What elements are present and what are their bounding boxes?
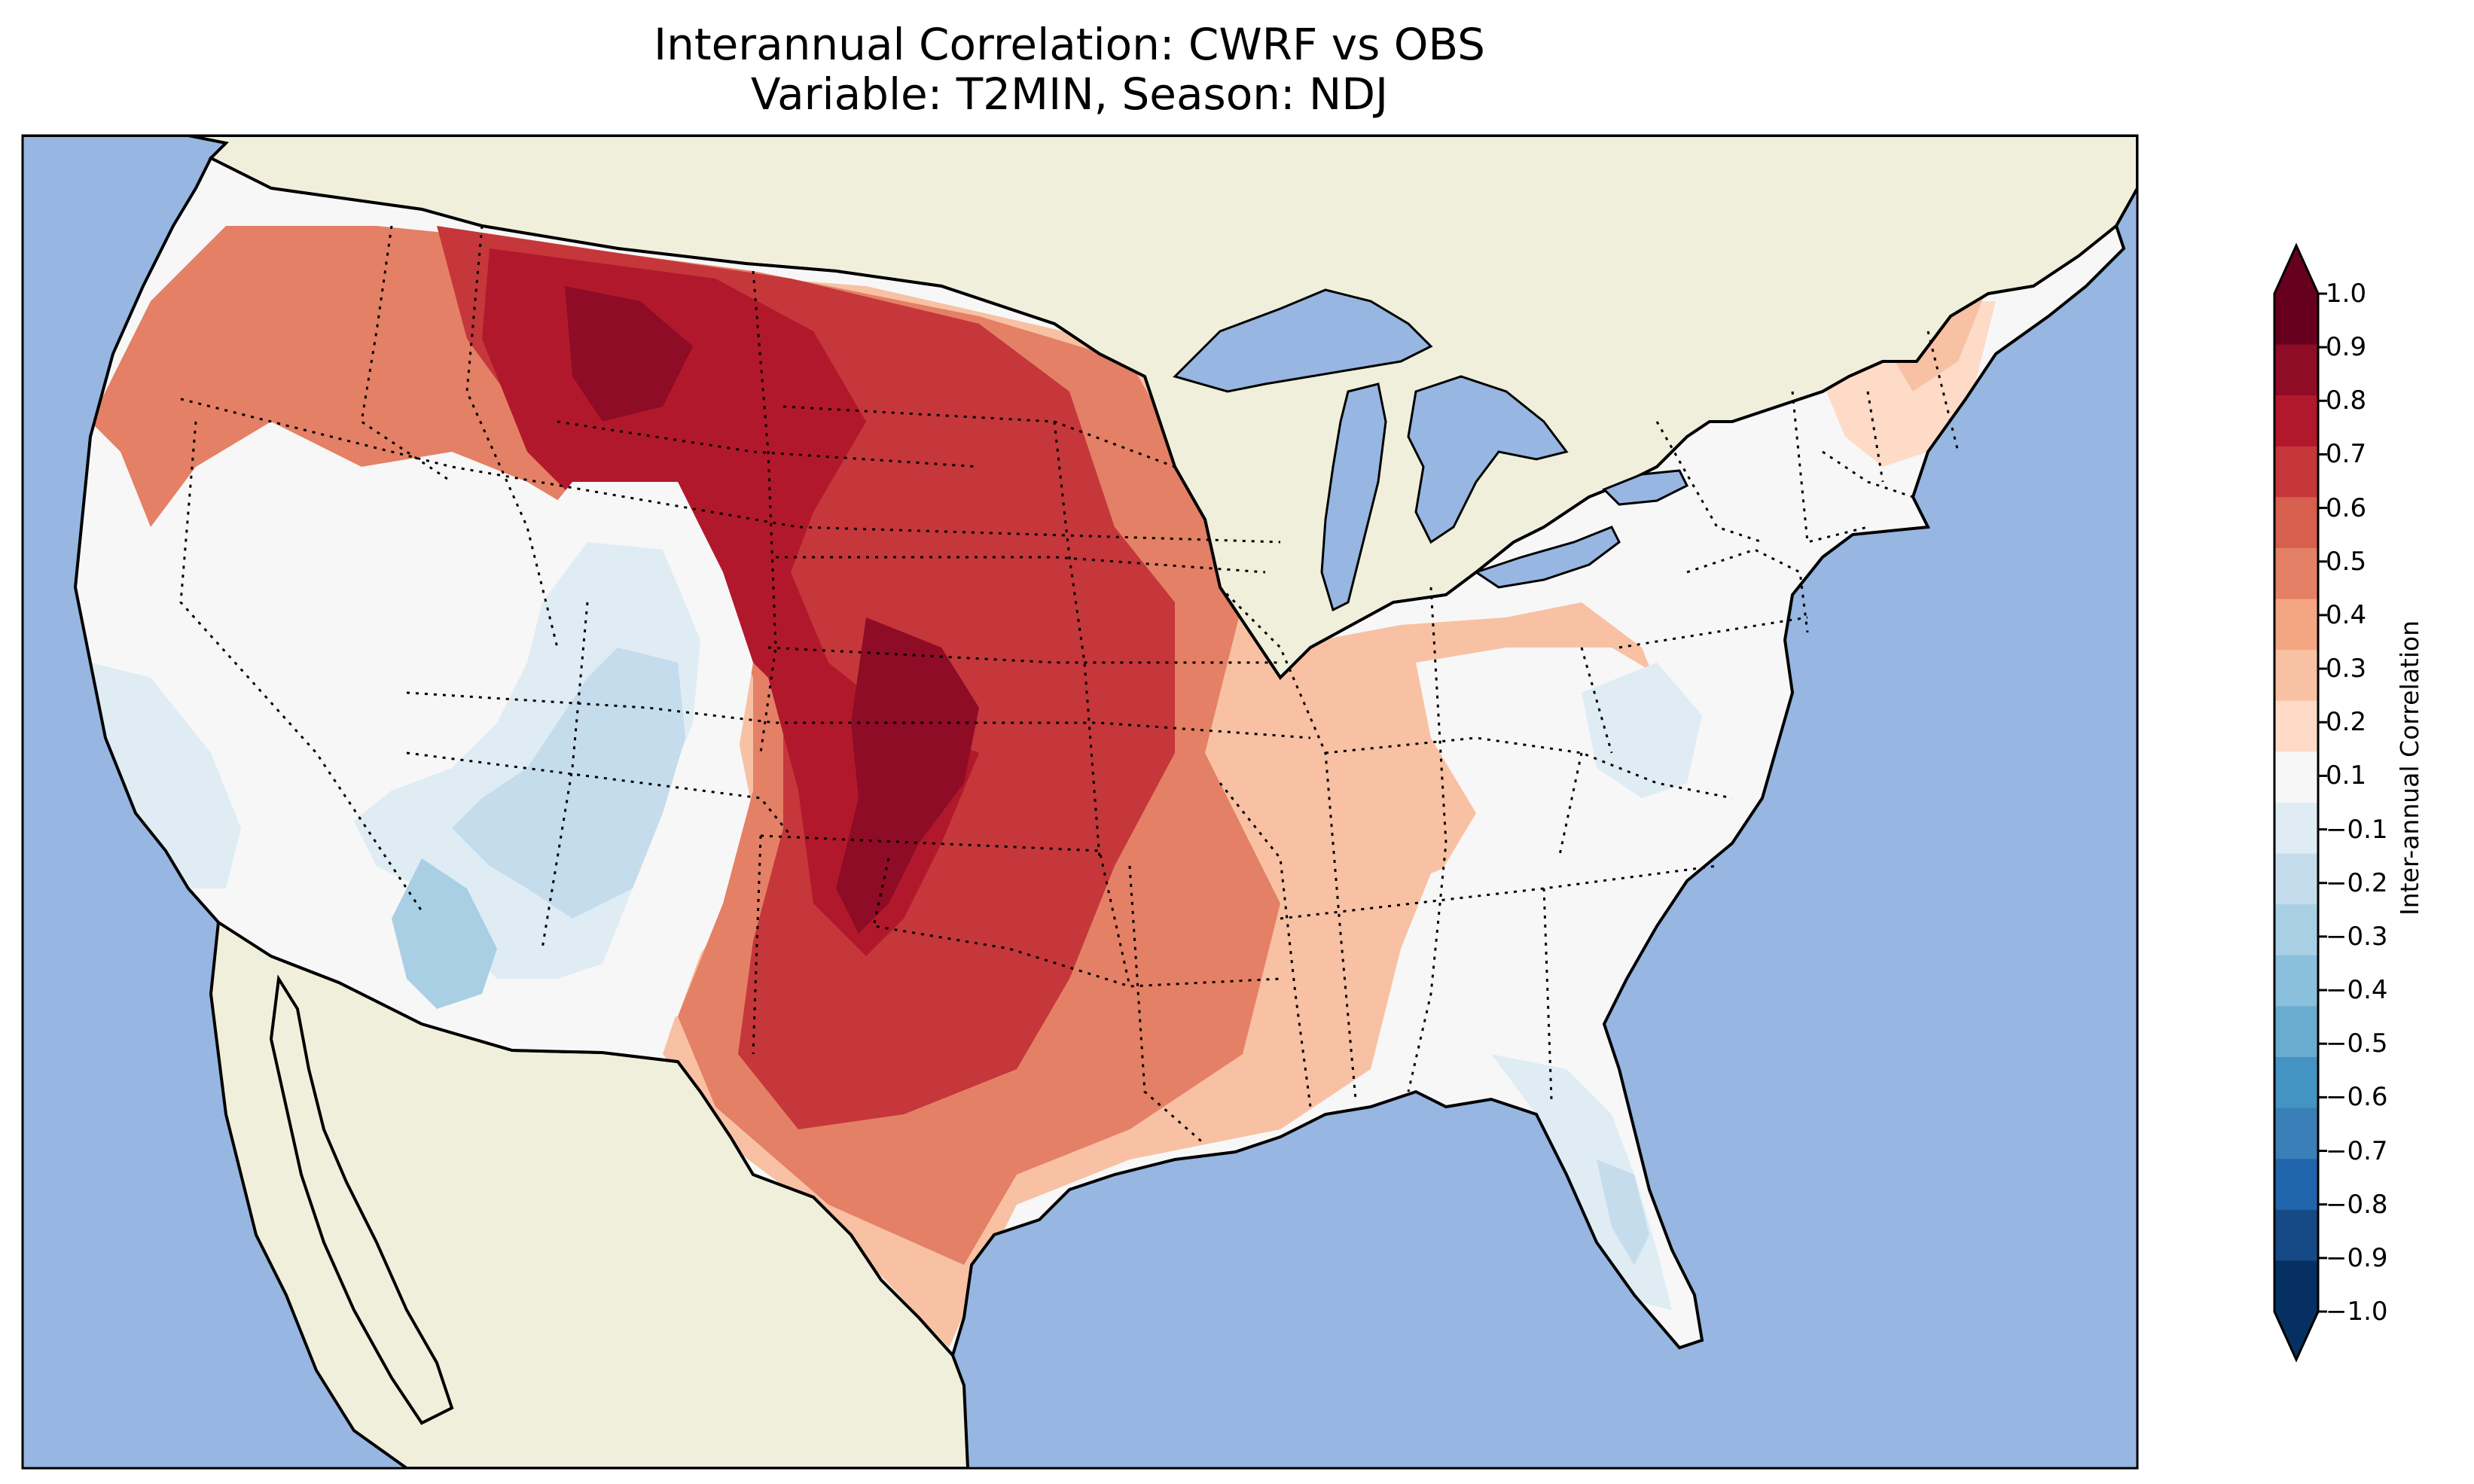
colorbar-swatch — [2274, 344, 2318, 396]
colorbar-swatch — [2274, 446, 2318, 498]
state-boundary — [1219, 782, 1312, 1108]
colorbar-swatch — [2274, 395, 2318, 447]
colorbar-tick-label: 0.3 — [2326, 654, 2367, 684]
colorbar-tick-label: −0.1 — [2326, 814, 2388, 845]
state-boundary — [1407, 587, 1447, 1092]
colorbar-tick-label: 1.0 — [2326, 279, 2367, 309]
colorbar-swatch — [2274, 803, 2318, 855]
great-lakes — [1173, 288, 1689, 612]
colorbar-tick-label: −1.0 — [2326, 1297, 2388, 1327]
colorbar-extend-min — [2274, 1312, 2318, 1360]
colorbar-tick-label: 0.9 — [2326, 332, 2367, 363]
colorbar-tick-label: −0.3 — [2326, 921, 2388, 952]
state-boundary — [179, 421, 423, 912]
colorbar-tick-label: −0.4 — [2326, 975, 2388, 1006]
colorbar-tick-label: −0.5 — [2326, 1028, 2388, 1059]
lake-huron — [1407, 375, 1569, 544]
state-boundary — [872, 858, 1281, 988]
colorbar-swatch — [2274, 853, 2318, 905]
lake-superior — [1173, 288, 1433, 393]
colorbar-tick-label: 0.7 — [2326, 439, 2367, 470]
colorbar-tick-label: 0.4 — [2326, 599, 2367, 630]
colorbar-tick-label: 0.6 — [2326, 492, 2367, 523]
contour-region — [392, 858, 497, 1009]
colorbar-swatch — [2274, 294, 2318, 346]
colorbar-swatch — [2274, 904, 2318, 956]
contour-region — [452, 648, 685, 919]
colorbar-swatch — [2274, 548, 2318, 600]
state-boundaries — [179, 225, 1960, 1146]
state-boundary — [557, 420, 980, 468]
colorbar-swatch — [2274, 1057, 2318, 1109]
colorbar-tick-label: −0.7 — [2326, 1135, 2388, 1166]
state-boundary — [1926, 331, 1960, 453]
colorbar-tick-label: −0.8 — [2326, 1189, 2388, 1220]
colorbar-swatch — [2274, 1108, 2318, 1159]
colorbar-tick-label: 0.1 — [2326, 760, 2367, 791]
contour-region — [836, 617, 979, 934]
colorbar-swatch — [2274, 955, 2318, 1007]
state-boundary — [465, 225, 559, 648]
colorbar-swatch — [2274, 650, 2318, 702]
contour-region — [1597, 1159, 1649, 1265]
colorbar-tick-label: −0.6 — [2326, 1082, 2388, 1113]
colorbar-swatch — [2274, 599, 2318, 651]
colorbar-swatch — [2274, 1006, 2318, 1058]
colorbar-label: Inter-annual Correlation — [2395, 620, 2424, 916]
state-boundary — [541, 602, 589, 949]
contour-region — [565, 286, 693, 422]
us-coastline — [73, 156, 2126, 1358]
state-boundary — [752, 270, 777, 754]
colorbar-tick-label: −0.2 — [2326, 867, 2388, 898]
colorbar-swatch — [2274, 751, 2318, 803]
colorbar-swatch — [2274, 1209, 2318, 1261]
lake-ontario — [1602, 469, 1689, 506]
colorbar-tick-label: 0.2 — [2326, 707, 2367, 738]
state-boundary — [1580, 647, 1613, 754]
state-boundary — [1280, 864, 1718, 920]
colorbar — [2273, 242, 2327, 1363]
chart-title: Interannual Correlation: CWRF vs OBS — [653, 19, 1485, 70]
colorbar-swatch — [2274, 1159, 2318, 1211]
colorbar-swatch — [2274, 497, 2318, 549]
state-boundary — [1791, 391, 1868, 544]
state-boundary — [776, 556, 1266, 574]
state-boundary — [1866, 391, 1884, 483]
lake-michigan — [1320, 382, 1387, 612]
colorbar-tick-label: 0.8 — [2326, 385, 2367, 416]
lake-erie — [1473, 526, 1621, 589]
state-boundary — [1325, 736, 1733, 800]
state-boundary — [1128, 865, 1206, 1146]
state-boundary — [406, 751, 792, 836]
land-baja — [269, 974, 454, 1425]
map-frame — [21, 134, 2139, 1470]
colorbar-tick-label: −0.9 — [2326, 1242, 2388, 1273]
chart-subtitle: Variable: T2MIN, Season: NDJ — [750, 69, 1389, 120]
colorbar-tick-label: 0.5 — [2326, 546, 2367, 577]
colorbar-swatch — [2274, 1260, 2318, 1312]
state-boundary — [752, 835, 762, 1055]
colorbar-swatch — [2274, 700, 2318, 752]
contour-region — [90, 663, 241, 888]
state-boundary — [1822, 450, 1914, 498]
colorbar-extend-max — [2274, 245, 2318, 294]
